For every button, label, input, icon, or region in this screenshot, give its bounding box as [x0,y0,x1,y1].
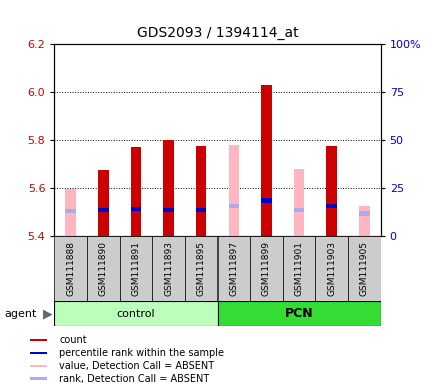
FancyBboxPatch shape [119,236,152,301]
Bar [163,208,174,212]
Bar [65,189,76,236]
FancyBboxPatch shape [87,236,119,301]
Bar [98,208,108,212]
Text: ▶: ▶ [43,308,52,320]
Bar [130,207,141,212]
Bar [293,208,303,212]
Text: PCN: PCN [284,308,312,320]
Text: control: control [116,309,155,319]
Text: GSM111901: GSM111901 [294,241,303,296]
Text: rank, Detection Call = ABSENT: rank, Detection Call = ABSENT [59,374,209,384]
Bar [30,377,47,380]
Text: GSM111903: GSM111903 [326,241,335,296]
Bar [326,146,336,236]
Bar [195,146,206,236]
Text: GSM111897: GSM111897 [229,241,238,296]
Text: GSM111888: GSM111888 [66,241,75,296]
Text: agent: agent [4,309,36,319]
FancyBboxPatch shape [250,236,282,301]
Title: GDS2093 / 1394114_at: GDS2093 / 1394114_at [136,26,298,40]
Text: GSM111893: GSM111893 [164,241,173,296]
Text: GSM111905: GSM111905 [359,241,368,296]
Bar [30,364,47,367]
Text: GSM111895: GSM111895 [196,241,205,296]
FancyBboxPatch shape [347,236,380,301]
Bar [30,352,47,354]
FancyBboxPatch shape [315,236,347,301]
FancyBboxPatch shape [282,236,315,301]
Text: percentile rank within the sample: percentile rank within the sample [59,348,224,358]
Bar [293,169,303,236]
FancyBboxPatch shape [54,236,87,301]
Text: count: count [59,335,87,345]
Bar [228,145,239,236]
Bar [163,140,174,236]
Bar [98,170,108,236]
Bar [260,199,271,203]
Bar [65,209,76,213]
Bar [358,206,368,236]
Bar [130,147,141,236]
FancyBboxPatch shape [152,236,184,301]
Text: GSM111891: GSM111891 [131,241,140,296]
FancyBboxPatch shape [217,236,250,301]
FancyBboxPatch shape [54,301,217,326]
Bar [260,85,271,236]
Bar [228,204,239,209]
Bar [358,211,368,215]
FancyBboxPatch shape [184,236,217,301]
Bar [326,204,336,209]
Text: value, Detection Call = ABSENT: value, Detection Call = ABSENT [59,361,214,371]
FancyBboxPatch shape [217,301,380,326]
Text: GSM111890: GSM111890 [99,241,108,296]
Text: GSM111899: GSM111899 [261,241,270,296]
Bar [195,208,206,212]
Bar [30,339,47,341]
